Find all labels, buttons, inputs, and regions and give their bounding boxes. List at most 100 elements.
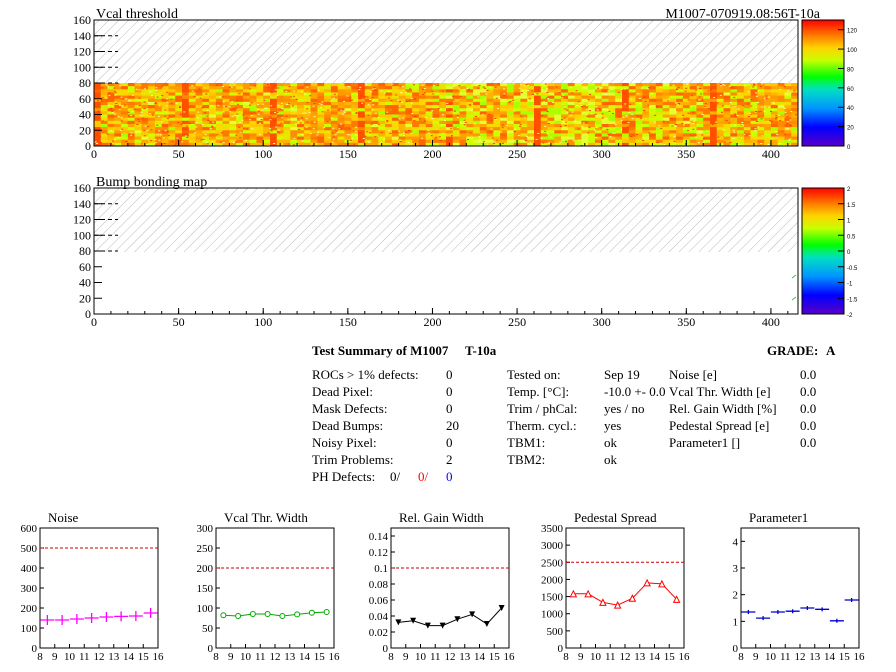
- summary-col2: Tested on: Sep 19 Temp. [°C]: -10.0 +- 0…: [507, 367, 666, 467]
- heat-cell: [540, 105, 548, 109]
- heat-cell: [594, 83, 603, 87]
- heat-cell: [107, 117, 115, 122]
- heat-cell: [757, 136, 765, 141]
- heat-cell: [276, 120, 284, 125]
- heat-speck: [171, 141, 174, 143]
- heat-speck: [528, 98, 531, 100]
- heat-cell: [175, 114, 183, 119]
- heat-cell: [527, 120, 535, 125]
- x-tick-label: 10: [240, 651, 252, 663]
- heat-cell: [574, 117, 582, 122]
- heat-cell: [689, 108, 697, 112]
- heat-cell: [391, 114, 400, 119]
- heat-speck: [136, 124, 139, 125]
- heat-speck: [235, 134, 238, 136]
- heat-speck: [121, 98, 124, 100]
- heat-speck: [790, 111, 793, 112]
- heat-cell: [134, 86, 142, 90]
- heat-cell: [405, 117, 413, 122]
- heat-cell: [148, 136, 156, 141]
- heat-cell: [696, 136, 704, 141]
- heat-cell: [195, 95, 203, 100]
- heat-speck: [789, 138, 792, 140]
- heat-speck: [673, 136, 676, 138]
- summary-value: 0: [446, 435, 453, 450]
- heat-cell: [506, 98, 515, 103]
- heat-speck: [768, 96, 770, 98]
- heat-speck: [149, 91, 152, 93]
- heat-cell: [777, 92, 785, 96]
- summary-col1: ROCs > 1% defects: 0 Dead Pixel: 0 Mask …: [312, 367, 459, 484]
- heat-cell: [730, 123, 738, 128]
- heat-cell: [757, 123, 765, 128]
- heat-cell: [710, 101, 718, 106]
- heat-cell: [737, 98, 745, 103]
- heat-speck: [687, 112, 690, 114]
- heat-cell: [479, 111, 488, 115]
- heat-cell: [547, 108, 555, 112]
- heat-cell: [710, 86, 718, 90]
- heat-speck: [558, 91, 561, 93]
- heat-speck: [270, 141, 273, 143]
- heat-cell: [716, 92, 724, 96]
- heat-cell: [432, 108, 440, 112]
- heat-speck: [309, 95, 312, 97]
- heat-cell: [540, 123, 548, 128]
- heat-cell: [236, 95, 244, 100]
- heat-speck: [403, 132, 405, 134]
- heat-cell: [459, 86, 467, 90]
- ph-defects-value-2: 0/: [418, 469, 429, 484]
- heat-speck: [697, 99, 700, 101]
- heat-cell: [662, 114, 670, 119]
- heat-cell: [608, 133, 616, 137]
- heat-speck: [219, 141, 222, 143]
- heat-cell: [574, 114, 582, 119]
- heat-cell: [148, 120, 156, 125]
- heat-speck: [613, 132, 616, 134]
- heat-cell: [412, 130, 420, 134]
- heat-cell: [330, 108, 339, 112]
- heat-speck: [369, 99, 371, 100]
- heat-cell: [662, 142, 670, 147]
- heat-speck: [210, 105, 213, 107]
- summary-label: Parameter1 []: [669, 435, 740, 450]
- heat-speck: [463, 119, 466, 121]
- heat-speck: [760, 143, 763, 144]
- heat-cell: [148, 108, 156, 112]
- heat-cell: [317, 95, 325, 100]
- heat-speck: [177, 122, 180, 124]
- heat-cell: [628, 95, 636, 100]
- heat-cell: [215, 114, 224, 119]
- heat-speck: [627, 122, 630, 124]
- heat-cell: [520, 86, 528, 90]
- heat-cell: [682, 111, 691, 115]
- data-point: [672, 595, 681, 603]
- heat-cell: [107, 95, 115, 100]
- heat-speck: [270, 130, 273, 132]
- heat-speck: [99, 136, 101, 138]
- heat-speck: [732, 129, 735, 131]
- heat-cell: [161, 123, 169, 128]
- heat-cell: [175, 86, 183, 90]
- heat-cell: [182, 95, 190, 100]
- heat-cell: [588, 98, 596, 103]
- heat-cell: [256, 101, 264, 106]
- heat-speck: [140, 115, 143, 117]
- heat-speck: [286, 104, 289, 105]
- y-tick-label: 3000: [541, 540, 564, 552]
- heat-speck: [305, 118, 308, 120]
- heat-cell: [730, 133, 738, 137]
- heat-cell: [561, 117, 569, 122]
- heat-speck: [527, 90, 530, 92]
- heat-cell: [527, 133, 535, 137]
- heat-speck: [120, 120, 123, 122]
- heat-cell: [398, 89, 406, 93]
- y-tick-label: 500: [547, 626, 564, 638]
- y-tick-label: 100: [21, 623, 38, 635]
- heat-speck: [107, 85, 110, 87]
- heat-speck: [484, 98, 487, 100]
- heat-cell: [554, 130, 562, 134]
- heat-cell: [324, 139, 332, 144]
- heat-speck: [711, 123, 714, 125]
- heat-cell: [412, 123, 420, 128]
